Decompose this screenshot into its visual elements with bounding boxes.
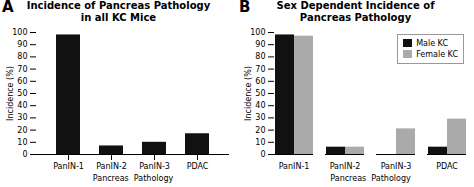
svg-text:50: 50 — [255, 89, 265, 98]
svg-text:60: 60 — [17, 77, 27, 86]
svg-text:PDAC: PDAC — [187, 162, 209, 171]
svg-text:80: 80 — [255, 52, 265, 61]
svg-text:0: 0 — [22, 150, 27, 159]
svg-text:20: 20 — [255, 126, 265, 135]
svg-text:Pancreas Pathology: Pancreas Pathology — [330, 174, 411, 183]
svg-text:Pancreas Pathology: Pancreas Pathology — [93, 174, 174, 183]
svg-text:40: 40 — [255, 101, 265, 110]
svg-text:30: 30 — [255, 113, 265, 122]
svg-text:0: 0 — [260, 150, 265, 159]
svg-text:100: 100 — [250, 28, 265, 37]
svg-text:50: 50 — [17, 89, 27, 98]
svg-text:10: 10 — [17, 138, 27, 147]
svg-text:30: 30 — [17, 113, 27, 122]
svg-text:PanIN-1: PanIN-1 — [53, 162, 84, 171]
svg-text:40: 40 — [17, 101, 27, 110]
html-text:Male KC: Male KC — [416, 39, 448, 48]
html-text:Sex Dependent Incidence of Pan: Sex Dependent Incidence of Pancreas Path… — [276, 0, 435, 23]
svg-text:70: 70 — [17, 65, 27, 74]
svg-text:Incidence (%): Incidence (%) — [6, 66, 15, 121]
svg-text:100: 100 — [12, 28, 27, 37]
svg-text:60: 60 — [255, 77, 265, 86]
svg-text:90: 90 — [255, 40, 265, 49]
svg-text:70: 70 — [255, 65, 265, 74]
svg-text:PanIN-2: PanIN-2 — [96, 162, 127, 171]
html-text:Female KC: Female KC — [416, 50, 458, 59]
svg-text:10: 10 — [255, 138, 265, 147]
svg-text:PanIN-3: PanIN-3 — [139, 162, 170, 171]
svg-text:20: 20 — [17, 126, 27, 135]
html-text:Incidence of Pancreas Patholog: Incidence of Pancreas Pathology in all K… — [26, 0, 211, 23]
svg-text:PanIN-3: PanIN-3 — [381, 162, 412, 171]
svg-text:80: 80 — [17, 52, 27, 61]
svg-text:PanIN-1: PanIN-1 — [279, 162, 310, 171]
svg-text:90: 90 — [17, 40, 27, 49]
svg-text:PanIN-2: PanIN-2 — [330, 162, 361, 171]
svg-text:PDAC: PDAC — [436, 162, 458, 171]
svg-text:Incidence (%): Incidence (%) — [244, 66, 253, 121]
